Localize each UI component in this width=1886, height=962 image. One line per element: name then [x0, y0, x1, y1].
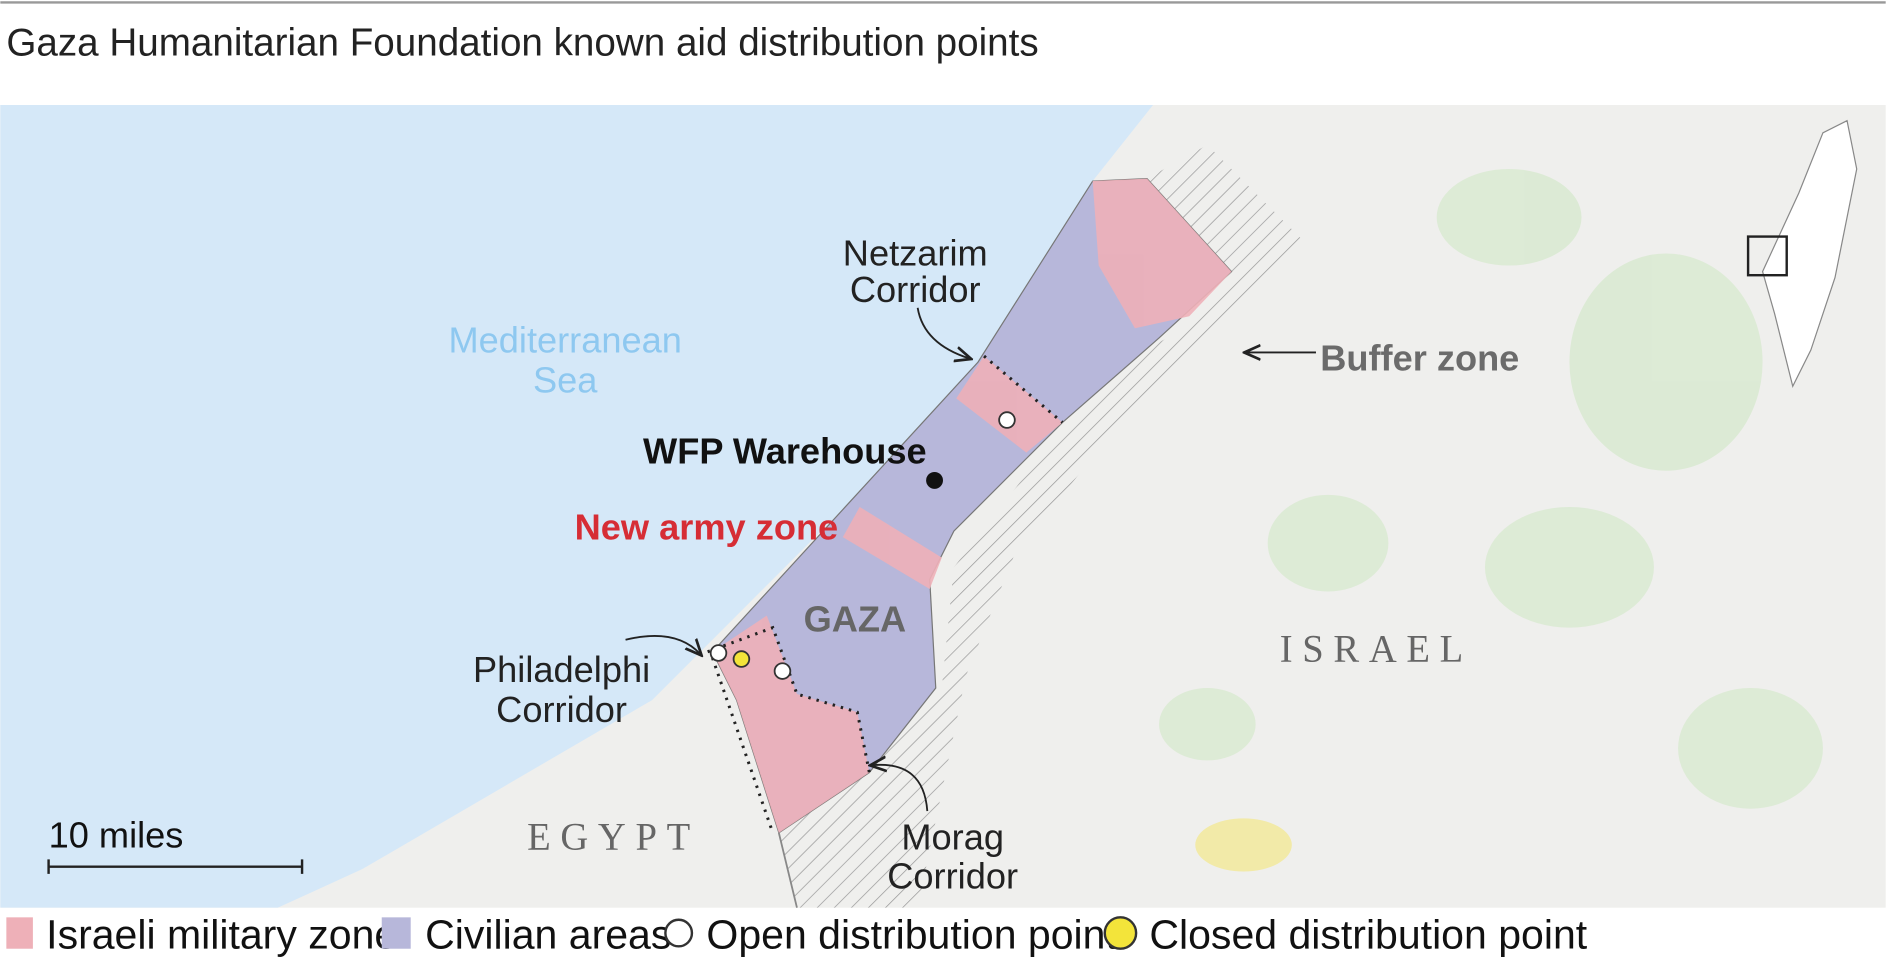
- legend: Israeli military zone Civilian areas Ope…: [6, 912, 1588, 958]
- open-point: [709, 644, 728, 662]
- legend-label: Closed distribution point: [1149, 912, 1587, 958]
- legend-label: Civilian areas: [425, 912, 671, 958]
- open-point: [998, 411, 1016, 429]
- israel-label: ISRAEL: [1280, 628, 1473, 670]
- warehouse-point: [926, 471, 943, 489]
- philadelphi-label: Philadelphi: [473, 649, 650, 690]
- open-point: [773, 662, 792, 680]
- legend-label: Open distribution point: [706, 912, 1117, 958]
- legend-swatch: [664, 918, 694, 948]
- israel-inset: [1746, 119, 1858, 388]
- closed-point: [732, 650, 751, 668]
- sea: [0, 105, 1154, 908]
- gaza-label: GAZA: [804, 598, 907, 639]
- morag-label: Morag: [901, 817, 1004, 858]
- sea-label: Sea: [533, 359, 598, 400]
- legend-swatch: [6, 917, 33, 949]
- corridor-lines: [707, 354, 1064, 834]
- scale-label: 10 miles: [49, 814, 184, 855]
- buffer-label: Buffer zone: [1320, 338, 1519, 379]
- title: Gaza Humanitarian Foundation known aid d…: [6, 22, 1038, 65]
- legend-swatch: [1103, 916, 1138, 950]
- netzarim-label: Netzarim: [843, 233, 988, 274]
- military-zones: [712, 178, 1232, 833]
- warehouse-label: WFP Warehouse: [643, 430, 927, 471]
- arrows: [625, 307, 1316, 812]
- legend-label: Israeli military zone: [46, 912, 397, 958]
- buffer-zone: [778, 144, 1304, 908]
- army-zone-label: New army zone: [575, 507, 839, 548]
- philadelphi-label: Corridor: [496, 689, 627, 730]
- egypt-label: EGYPT: [527, 817, 700, 859]
- vegetation: [1159, 168, 1823, 809]
- netzarim-label: Corridor: [850, 269, 981, 310]
- sand: [1195, 818, 1292, 872]
- legend-swatch: [381, 917, 411, 949]
- scale-bar: [47, 859, 304, 874]
- sea-label: Mediterranean: [448, 319, 681, 360]
- morag-label: Corridor: [887, 855, 1018, 896]
- egypt-border: [777, 832, 798, 908]
